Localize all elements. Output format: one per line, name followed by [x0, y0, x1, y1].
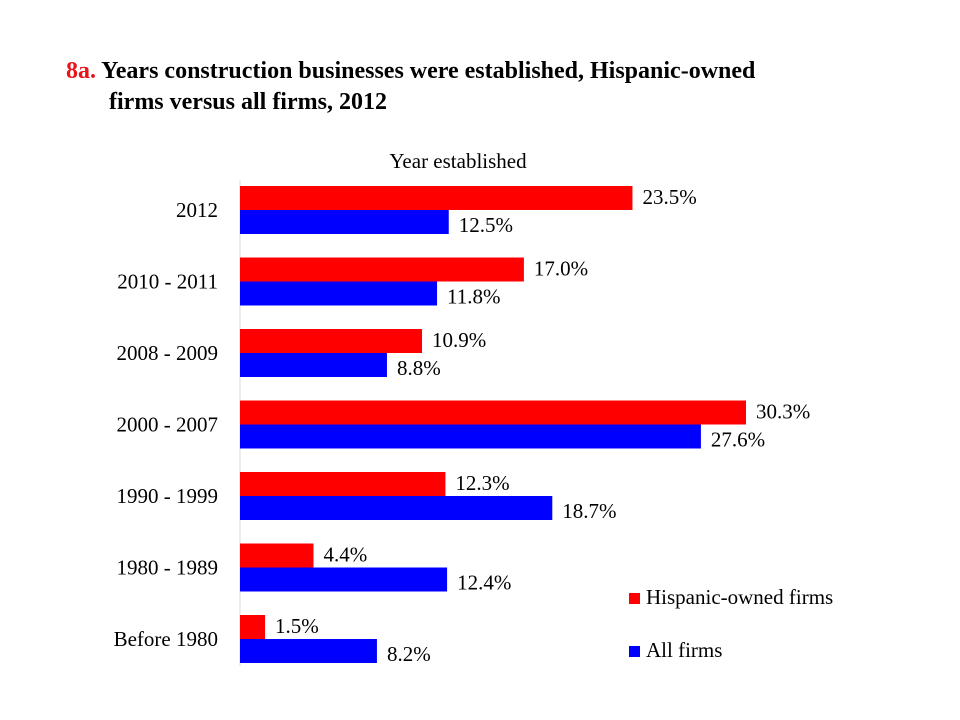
- legend-label: Hispanic-owned firms: [646, 585, 833, 609]
- data-label: 1.5%: [275, 614, 319, 638]
- category-label: 2012: [176, 198, 218, 222]
- data-label: 12.3%: [455, 471, 509, 495]
- bar-hispanic-owned: [240, 329, 423, 353]
- data-label: 8.8%: [397, 356, 441, 380]
- legend-label: All firms: [646, 638, 722, 662]
- bar-hispanic-owned: [240, 472, 446, 496]
- legend-swatch: [629, 646, 640, 657]
- bar-hispanic-owned: [240, 400, 747, 425]
- category-label: 2008 - 2009: [117, 341, 219, 365]
- category-label: 2000 - 2007: [117, 413, 219, 437]
- data-label: 27.6%: [711, 428, 765, 452]
- bar-all-firms: [240, 639, 377, 663]
- data-label: 11.8%: [447, 285, 500, 309]
- category-label: 2010 - 2011: [117, 270, 218, 294]
- legend-swatch: [629, 593, 640, 604]
- data-label: 4.4%: [323, 543, 367, 567]
- bar-all-firms: [240, 353, 387, 377]
- chart-title-line1: Years construction businesses were estab…: [101, 58, 756, 84]
- data-label: 10.9%: [432, 328, 486, 352]
- data-label: 23.5%: [642, 185, 696, 209]
- bar-hispanic-owned: [240, 257, 524, 282]
- category-label: Before 1980: [114, 627, 218, 651]
- data-label: 17.0%: [534, 257, 588, 281]
- bar-all-firms: [240, 424, 701, 449]
- category-label: 1980 - 1989: [117, 556, 219, 580]
- chart-subtitle: Year established: [389, 149, 527, 173]
- chart-number: 8a.: [66, 58, 96, 84]
- chart-title: 8a. Years construction businesses were e…: [66, 56, 926, 118]
- bar-hispanic-owned: [240, 186, 633, 210]
- data-label: 12.5%: [459, 213, 513, 237]
- category-label: 1990 - 1999: [117, 484, 219, 508]
- bar-all-firms: [240, 496, 553, 520]
- bar-hispanic-owned: [240, 615, 266, 639]
- chart-title-line2: firms versus all firms, 2012: [109, 89, 387, 115]
- bar-all-firms: [240, 210, 449, 234]
- bars-group: 2012 23.5% 12.5% 2010 - 2011 17.0% 11.8% 2008 …: [114, 185, 811, 666]
- legend: Hispanic-owned firms All firms: [629, 585, 833, 662]
- bar-all-firms: [240, 281, 438, 306]
- bar-hispanic-owned: [240, 543, 314, 568]
- data-label: 12.4%: [457, 571, 511, 595]
- bar-all-firms: [240, 567, 448, 592]
- data-label: 18.7%: [562, 499, 616, 523]
- data-label: 30.3%: [756, 400, 810, 424]
- data-label: 8.2%: [387, 642, 431, 666]
